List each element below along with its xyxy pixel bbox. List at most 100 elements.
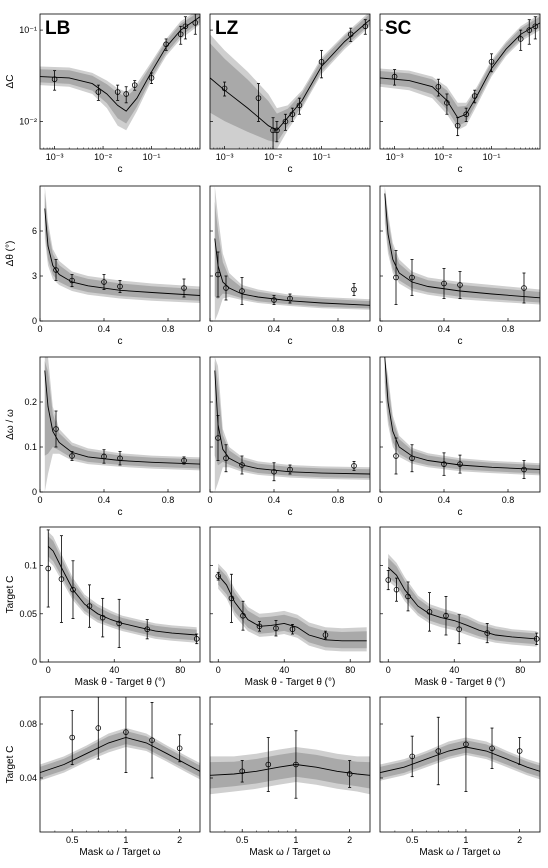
x-axis-label: Mask ω / Target ω — [79, 847, 160, 858]
data-point — [426, 609, 433, 615]
panel-title: SC — [385, 18, 412, 39]
confidence-band-inner — [214, 361, 370, 479]
y-axis-label: Δω / ω — [5, 409, 16, 440]
x-tick-label: 10⁻³ — [386, 152, 404, 162]
data-point — [463, 741, 469, 748]
chart-panel-r4c1: 0.5 1 2 Mask ω / Target ω — [209, 696, 371, 858]
data-point — [51, 76, 58, 83]
data-point — [223, 285, 229, 291]
plot-area — [384, 186, 540, 305]
x-tick-label: 40 — [449, 665, 459, 675]
x-tick-label: 40 — [109, 665, 119, 675]
x-tick-label: 0 — [207, 324, 212, 334]
model-fit-line — [210, 19, 370, 131]
x-tick-label: 1 — [123, 835, 128, 845]
chart-panel-r1c2: 0 0.4 0.8 c — [377, 185, 541, 347]
x-tick-label: 10⁻² — [94, 152, 112, 162]
data-point — [149, 737, 155, 743]
x-tick-label: 10⁻¹ — [483, 152, 501, 162]
y-tick-label: 10⁻¹ — [19, 25, 37, 35]
x-axis-label: Mask θ - Target θ (°) — [415, 677, 506, 688]
data-point — [391, 73, 398, 80]
x-tick-label: 80 — [175, 665, 185, 675]
x-tick-label: 0.8 — [332, 324, 345, 334]
data-point — [516, 748, 523, 754]
plot-area — [44, 186, 200, 303]
x-tick-label: 0 — [377, 324, 382, 334]
data-point — [489, 745, 495, 752]
data-point — [296, 102, 303, 109]
x-tick-label: 1 — [463, 835, 468, 845]
confidence-band-outer — [44, 357, 200, 492]
chart-panel-r2c2: 0 0.4 0.8 c — [377, 356, 541, 518]
plot-area — [385, 554, 540, 647]
confidence-band-inner — [218, 567, 367, 649]
axes-frame — [379, 13, 541, 150]
y-tick-label: 0.2 — [24, 397, 37, 407]
x-axis-label: c — [458, 336, 463, 347]
axes-frame — [209, 526, 371, 663]
plot-area — [40, 14, 200, 131]
x-axis-label: c — [118, 336, 123, 347]
axes-frame — [209, 13, 371, 150]
plot-area — [215, 563, 367, 652]
x-tick-label: 0 — [377, 495, 382, 505]
x-tick-label: 0.5 — [406, 835, 419, 845]
panel-title: LZ — [215, 18, 239, 39]
x-axis-label: c — [118, 507, 123, 518]
data-point — [521, 466, 527, 473]
x-tick-label: 80 — [515, 665, 525, 675]
x-tick-label: 0.8 — [332, 495, 345, 505]
confidence-band-inner — [384, 188, 540, 303]
data-point — [101, 279, 107, 285]
y-axis-label: Δθ (°) — [5, 241, 16, 267]
x-tick-label: 0.4 — [98, 324, 111, 334]
data-point — [239, 288, 245, 294]
data-point — [123, 729, 129, 735]
data-point — [177, 31, 184, 38]
data-point — [144, 626, 151, 633]
x-axis-label: c — [288, 164, 293, 175]
data-point — [53, 267, 59, 273]
data-point — [351, 463, 357, 469]
data-point — [393, 274, 399, 281]
data-point — [293, 761, 299, 768]
chart-panel-r0c0: 10⁻³ 10⁻² 10⁻¹ 10⁻² 10⁻¹ c ΔC LB — [5, 13, 201, 175]
data-point — [53, 426, 59, 432]
data-point — [228, 595, 235, 602]
data-point — [289, 111, 296, 118]
data-point — [117, 283, 123, 290]
data-point — [441, 461, 447, 467]
x-axis-label: Mask θ - Target θ (°) — [75, 677, 166, 688]
y-tick-label: 0.08 — [19, 719, 37, 729]
x-axis-label: Mask θ - Target θ (°) — [245, 677, 336, 688]
plot-area — [380, 14, 540, 137]
y-tick-label: 0 — [32, 657, 37, 667]
data-point — [273, 625, 279, 632]
confidence-band-inner — [210, 752, 370, 789]
chart-panel-r3c1: 0 40 80 Mask θ - Target θ (°) — [209, 526, 371, 688]
data-point — [393, 453, 399, 459]
data-point — [457, 461, 463, 467]
data-point — [181, 285, 187, 291]
data-point — [117, 455, 123, 462]
axes-frame — [379, 696, 541, 833]
data-point — [99, 614, 106, 621]
axes-frame — [39, 185, 201, 322]
x-axis-label: Mask ω / Target ω — [249, 847, 330, 858]
data-point — [287, 295, 293, 302]
x-axis-label: c — [118, 164, 123, 175]
axes-frame — [39, 526, 201, 663]
x-tick-label: 10⁻² — [434, 152, 452, 162]
axes-frame — [209, 356, 371, 493]
data-point — [517, 36, 524, 42]
data-point — [193, 636, 200, 642]
data-point — [265, 761, 272, 768]
x-tick-label: 1 — [293, 835, 298, 845]
y-tick-label: 6 — [32, 226, 37, 236]
data-point — [192, 20, 199, 26]
chart-panel-r3c2: 0 40 80 Mask θ - Target θ (°) — [379, 526, 541, 688]
model-fit-line — [40, 16, 200, 112]
axes-frame — [209, 696, 371, 833]
confidence-band-inner — [44, 361, 200, 469]
